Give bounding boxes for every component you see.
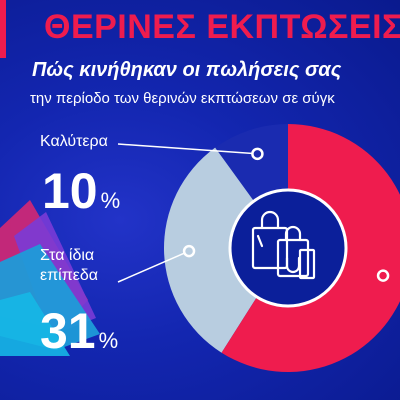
slice-value-same-unit: % xyxy=(98,328,119,353)
decor-cyan-shard xyxy=(0,292,70,356)
slice-value-same: 31% xyxy=(40,306,118,356)
donut-slices xyxy=(164,124,400,372)
marker-better-leader-line xyxy=(117,143,258,155)
donut-slice-better xyxy=(215,124,288,202)
marker-remainder xyxy=(376,269,390,282)
slice-label-same: Στα ίδια επίπεδα xyxy=(40,247,99,284)
marker-same-leader-line xyxy=(117,250,190,283)
title-accent-bar xyxy=(0,0,6,58)
donut-slice-remainder xyxy=(221,124,400,372)
slice-value-better: 10% xyxy=(42,166,120,216)
shopping-bags-icon xyxy=(251,210,316,280)
marker-same xyxy=(182,244,196,258)
marker-better xyxy=(251,147,264,161)
slice-label-better: Καλύτερα xyxy=(40,133,108,150)
chart-subtitle: Πώς κινήθηκαν οι πωλήσεις σας xyxy=(32,59,342,81)
page-title: ΘΕΡΙΝΕΣ ΕΚΠΤΩΣΕΙΣ xyxy=(44,8,400,46)
slice-value-better-unit: % xyxy=(100,188,121,213)
slice-value-same-number: 31 xyxy=(40,303,96,359)
chart-subtitle-secondary: την περίοδο των θερινών εκπτώσεων σε σύγ… xyxy=(30,90,335,107)
slice-value-better-number: 10 xyxy=(42,163,98,219)
donut-slice-same xyxy=(164,147,257,353)
slice-markers xyxy=(117,143,390,283)
